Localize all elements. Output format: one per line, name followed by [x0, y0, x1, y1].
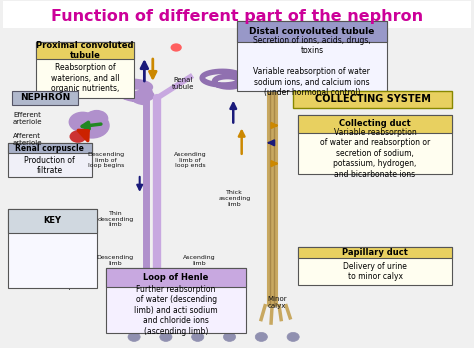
Circle shape [255, 332, 267, 341]
Text: Water: Water [43, 234, 64, 239]
Text: Efferent
arteriole: Efferent arteriole [12, 112, 42, 125]
Text: Distal convoluted tubule: Distal convoluted tubule [249, 27, 374, 37]
FancyBboxPatch shape [8, 143, 92, 177]
Text: Filtrate: Filtrate [43, 265, 67, 271]
Text: KEY: KEY [43, 216, 61, 225]
FancyArrowPatch shape [78, 130, 88, 141]
Text: Reabsorption of
waterions, and all
organic nutrients,: Reabsorption of waterions, and all organ… [51, 63, 119, 93]
Text: Papillary duct: Papillary duct [342, 248, 408, 257]
Circle shape [70, 130, 86, 143]
FancyBboxPatch shape [298, 247, 452, 285]
Circle shape [160, 332, 172, 341]
Circle shape [85, 110, 109, 127]
FancyBboxPatch shape [298, 115, 452, 174]
Text: Thick
ascending
limb: Thick ascending limb [219, 190, 251, 207]
Text: Secretion of ions, acids, drugs,
toxins

Variable reabsorption of water
sodium i: Secretion of ions, acids, drugs, toxins … [253, 36, 371, 97]
Text: Renal corpuscle: Renal corpuscle [16, 143, 84, 152]
Text: Loop of Henle: Loop of Henle [144, 273, 209, 282]
Circle shape [128, 332, 140, 341]
Circle shape [74, 112, 110, 139]
Circle shape [191, 332, 204, 341]
Text: Afferent
arteriole: Afferent arteriole [12, 133, 42, 146]
FancyBboxPatch shape [237, 22, 387, 42]
FancyBboxPatch shape [298, 115, 452, 133]
FancyBboxPatch shape [36, 42, 134, 59]
Text: Variable
reabsorption: Variable reabsorption [43, 277, 87, 290]
Text: Further reabsorption
of water (descending
limb) and acti sodium
and chloride ion: Further reabsorption of water (descendin… [134, 285, 218, 336]
Text: Renal
tubule: Renal tubule [172, 77, 194, 90]
Text: Variable reabsorption
of water and reabsorption or
secretion of sodium,
potassiu: Variable reabsorption of water and reabs… [320, 128, 430, 179]
FancyBboxPatch shape [237, 22, 387, 91]
Text: Collecting duct: Collecting duct [339, 119, 411, 128]
Text: Descending
limb: Descending limb [97, 255, 134, 266]
Text: Thin
descending
limb: Thin descending limb [97, 211, 134, 227]
Text: Delivery of urine
to minor calyx: Delivery of urine to minor calyx [343, 262, 407, 281]
Text: Solutes: Solutes [43, 249, 69, 255]
Text: Production of
filtrate: Production of filtrate [25, 156, 75, 175]
Text: Ascending
limb: Ascending limb [183, 255, 216, 266]
Text: Ascending
limb of
loop ends: Ascending limb of loop ends [174, 152, 207, 168]
FancyBboxPatch shape [293, 91, 452, 108]
FancyBboxPatch shape [106, 268, 246, 333]
FancyBboxPatch shape [298, 247, 452, 258]
FancyBboxPatch shape [8, 143, 92, 153]
FancyBboxPatch shape [36, 42, 134, 98]
Text: COLLECTING SYSTEM: COLLECTING SYSTEM [315, 94, 430, 104]
Text: Function of different part of the nephron: Function of different part of the nephro… [51, 9, 423, 24]
Text: Descending
limb of
loop begins: Descending limb of loop begins [87, 152, 125, 168]
Text: NEPHRON: NEPHRON [20, 93, 70, 102]
FancyBboxPatch shape [8, 209, 97, 288]
Circle shape [223, 332, 236, 341]
FancyBboxPatch shape [8, 209, 97, 232]
Text: Proximal convoluted
tubule: Proximal convoluted tubule [36, 41, 134, 60]
Circle shape [171, 44, 182, 52]
FancyBboxPatch shape [3, 1, 471, 29]
FancyBboxPatch shape [12, 91, 78, 105]
Circle shape [69, 112, 97, 132]
Circle shape [287, 332, 299, 341]
Text: Minor
calyx: Minor calyx [267, 296, 287, 309]
FancyBboxPatch shape [106, 268, 246, 287]
